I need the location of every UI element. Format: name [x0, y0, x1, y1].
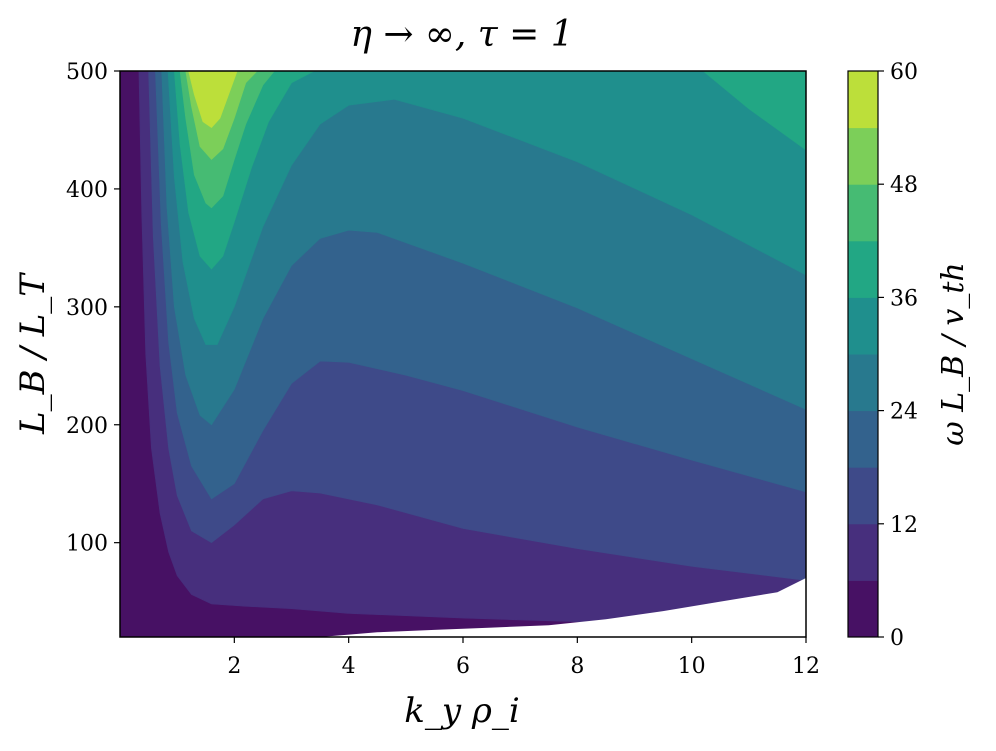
y-axis-label: L_B / L_T — [13, 272, 53, 435]
y-tick-label: 400 — [66, 178, 108, 203]
x-tick-label: 4 — [342, 654, 356, 679]
colorbar-tick-label: 36 — [890, 286, 918, 311]
colorbar-band — [848, 410, 878, 468]
colorbar-band — [848, 184, 878, 242]
blank-region — [320, 578, 806, 637]
colorbar-band — [848, 580, 878, 638]
colorbar-band — [848, 127, 878, 185]
colorbar: 0 12 24 36 48 60 — [847, 60, 918, 651]
y-tick-label: 300 — [66, 296, 108, 321]
x-tick-label: 12 — [792, 654, 820, 679]
colorbar-band — [848, 467, 878, 525]
colorbar-tick-label: 24 — [890, 400, 918, 425]
colorbar-tick-label: 0 — [890, 626, 904, 651]
chart-title: η → ∞, τ = 1 — [350, 14, 573, 55]
x-axis-label: k_y ρ_i — [404, 691, 519, 731]
colorbar-tick-label: 60 — [890, 60, 918, 85]
colorbar-frame — [847, 70, 879, 638]
colorbar-band — [848, 71, 878, 129]
y-tick-label: 500 — [66, 60, 108, 85]
contour-fill-layers — [120, 71, 806, 637]
y-axis-ticks: 100 200 300 400 500 — [66, 60, 120, 557]
colorbar-tick-label: 48 — [890, 173, 918, 198]
colorbar-band — [848, 523, 878, 581]
y-tick-label: 200 — [66, 414, 108, 439]
x-tick-label: 8 — [570, 654, 584, 679]
contour-band-54 — [188, 71, 244, 128]
x-tick-label: 2 — [227, 654, 241, 679]
x-tick-label: 10 — [678, 654, 706, 679]
y-tick-label: 100 — [66, 532, 108, 557]
contour-band-30 — [167, 71, 806, 345]
colorbar-band — [848, 297, 878, 355]
colorbar-band — [848, 354, 878, 412]
x-axis-ticks: 2 4 6 8 10 12 — [227, 637, 820, 679]
contour-band-36 — [702, 71, 806, 151]
colorbar-tick-label: 12 — [890, 513, 918, 538]
colorbar-band — [848, 240, 878, 298]
colorbar-label: ω L_B / v_th — [936, 262, 971, 445]
x-tick-label: 6 — [456, 654, 470, 679]
